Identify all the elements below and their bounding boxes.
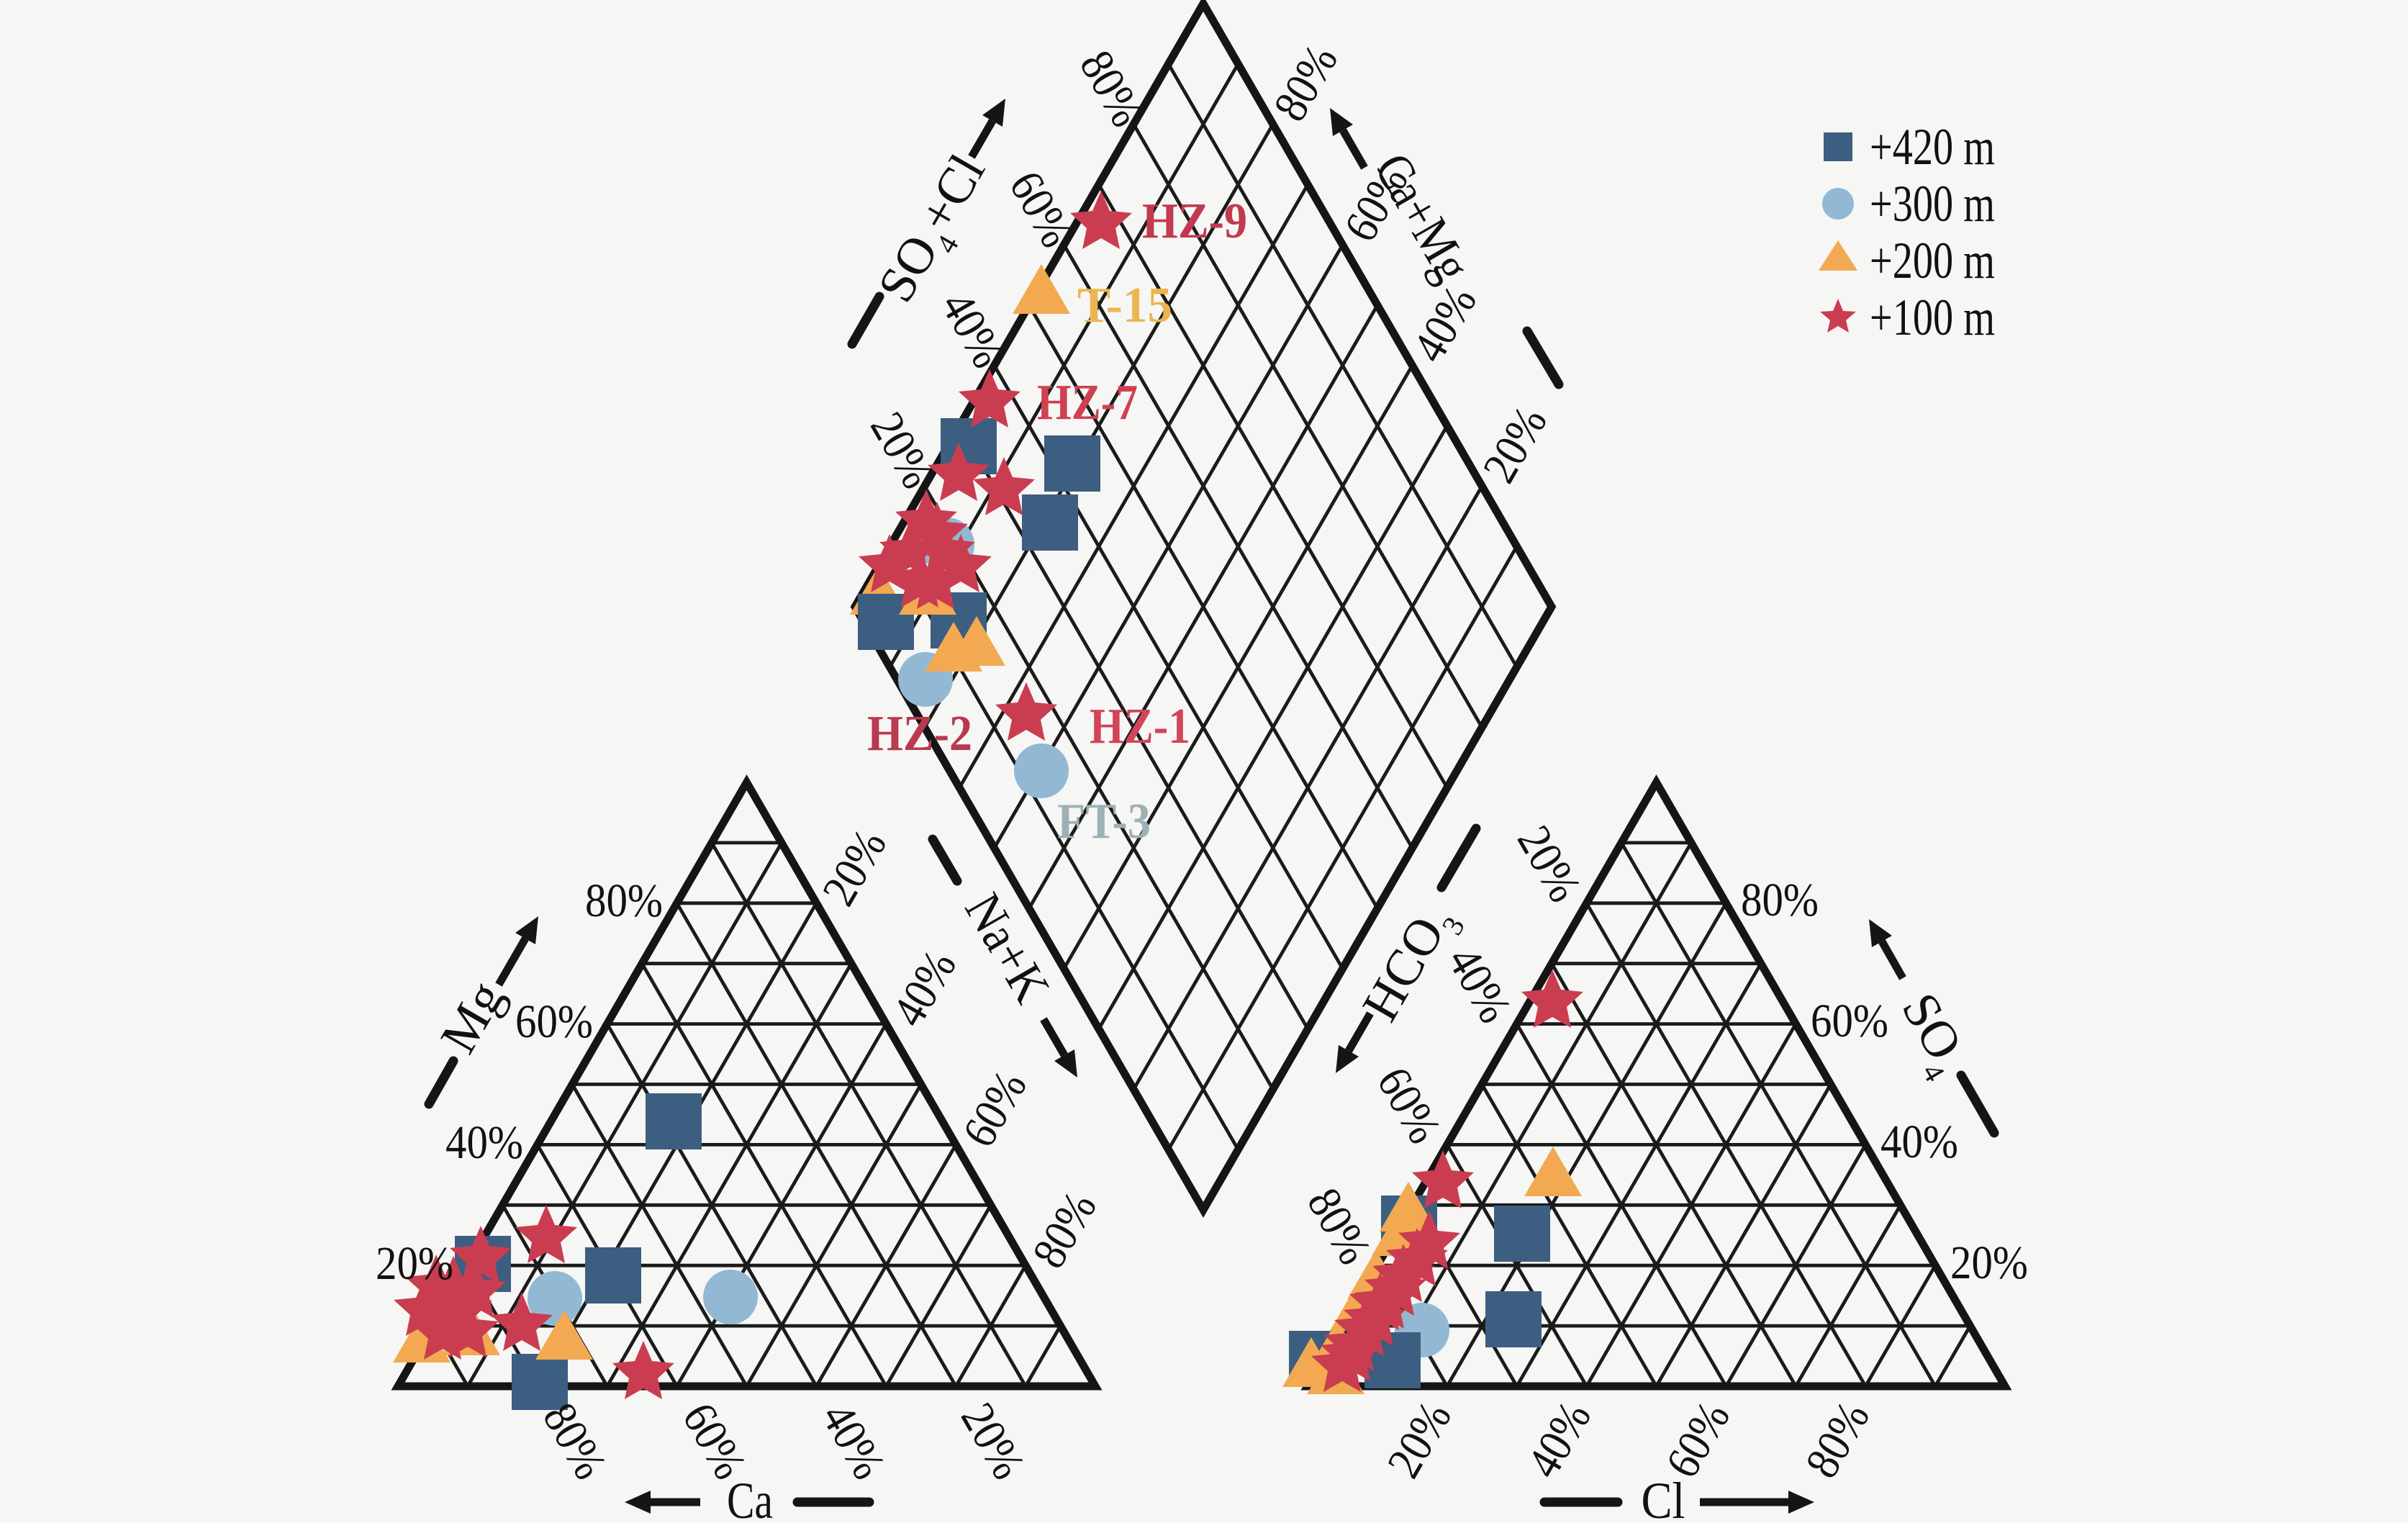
svg-text:+100 m: +100 m (1870, 289, 1995, 346)
svg-text:20%: 20% (376, 1237, 453, 1290)
svg-text:T-15: T-15 (1077, 278, 1172, 333)
svg-text:HZ-1: HZ-1 (1090, 699, 1190, 754)
svg-text:60%: 60% (515, 995, 593, 1048)
svg-text:+420 m: +420 m (1870, 118, 1995, 176)
svg-text:FT-3: FT-3 (1057, 794, 1151, 849)
svg-text:20%: 20% (1950, 1237, 2028, 1289)
svg-text:+200 m: +200 m (1870, 232, 1995, 289)
svg-text:Ca: Ca (727, 1472, 773, 1523)
svg-text:HZ-9: HZ-9 (1142, 194, 1247, 249)
svg-text:HZ-7: HZ-7 (1037, 375, 1138, 430)
svg-text:80%: 80% (1741, 874, 1819, 926)
svg-text:Cl: Cl (1642, 1472, 1685, 1523)
svg-text:+300 m: +300 m (1870, 175, 1995, 232)
svg-text:40%: 40% (445, 1116, 523, 1169)
svg-text:HZ-2: HZ-2 (867, 706, 972, 762)
svg-text:80%: 80% (585, 875, 663, 927)
svg-text:60%: 60% (1811, 995, 1888, 1047)
svg-text:40%: 40% (1880, 1116, 1958, 1168)
